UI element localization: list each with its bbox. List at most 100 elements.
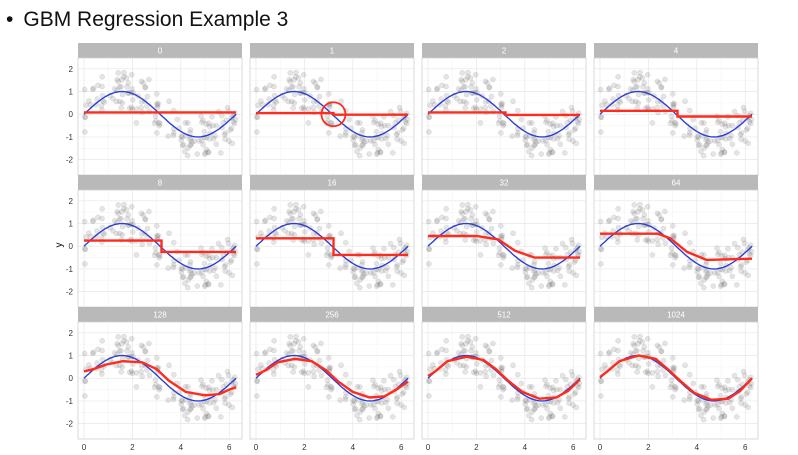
data-point [542, 245, 548, 252]
data-point [300, 335, 307, 342]
data-point [210, 399, 217, 406]
facet-strip-label: 8 [158, 179, 163, 188]
panel-background [421, 321, 587, 440]
data-point [397, 240, 404, 247]
data-point [642, 369, 649, 376]
x-tick-label: 6 [571, 443, 576, 452]
data-point [381, 377, 387, 384]
data-point [553, 386, 560, 393]
data-point [641, 344, 648, 350]
data-point [707, 402, 714, 408]
data-point [722, 400, 729, 406]
data-point [434, 85, 441, 92]
facet-strip-label: 16 [328, 179, 337, 188]
data-point [433, 350, 440, 357]
data-point [634, 347, 640, 354]
data-point [385, 122, 392, 129]
data-point [377, 281, 384, 287]
data-point [550, 123, 557, 130]
x-tick-label: 6 [399, 443, 404, 452]
data-point [660, 93, 667, 100]
data-point [253, 86, 260, 93]
data-point [209, 254, 216, 261]
data-point [357, 145, 364, 151]
data-point [561, 414, 568, 420]
data-point [212, 396, 218, 403]
data-point [667, 252, 674, 259]
data-point [634, 83, 640, 90]
data-point [445, 99, 452, 105]
data-point [672, 252, 679, 259]
data-point [459, 334, 466, 340]
data-point [293, 333, 299, 340]
data-point [179, 142, 186, 149]
data-point [393, 131, 400, 138]
data-point [654, 210, 661, 217]
data-point [738, 136, 744, 142]
data-point [438, 228, 444, 234]
data-point [198, 269, 205, 276]
data-point [372, 273, 378, 280]
data-point [312, 344, 319, 350]
data-point [213, 122, 220, 129]
data-point [737, 131, 744, 138]
data-point [170, 264, 177, 271]
data-point [288, 362, 295, 369]
data-point [133, 252, 140, 258]
data-point [488, 225, 495, 232]
data-point [738, 262, 745, 268]
data-point [705, 139, 711, 145]
data-point [554, 135, 561, 142]
data-point [288, 84, 295, 90]
data-point [206, 255, 213, 262]
data-point [470, 237, 477, 244]
data-point [670, 393, 676, 400]
data-point [187, 127, 194, 133]
data-point [305, 252, 312, 258]
data-point [670, 261, 676, 268]
data-point [695, 274, 702, 281]
data-point [400, 389, 407, 396]
panel-background [249, 189, 415, 308]
data-point [153, 355, 160, 361]
data-point [538, 151, 545, 157]
facet-strip-label: 4 [674, 47, 679, 56]
data-point [210, 135, 217, 142]
data-point [473, 360, 480, 367]
data-point [298, 369, 305, 376]
data-point [288, 98, 295, 105]
data-point [556, 264, 562, 271]
y-tick-label: 2 [69, 197, 74, 206]
data-point [229, 140, 236, 147]
data-point [351, 406, 358, 413]
data-point [671, 100, 677, 107]
data-point [463, 364, 470, 370]
data-point [672, 120, 679, 127]
data-point [144, 103, 150, 109]
data-point [598, 261, 604, 267]
data-point [342, 264, 349, 271]
data-point [465, 69, 471, 76]
data-point [86, 362, 92, 368]
data-point [535, 138, 542, 144]
data-point [670, 129, 676, 136]
data-point [187, 268, 193, 275]
data-point [287, 202, 294, 208]
data-point [554, 399, 561, 406]
data-point [187, 136, 193, 143]
y-tick-label: -2 [66, 288, 74, 297]
panel-background [77, 189, 243, 308]
data-point [351, 274, 358, 281]
data-point [374, 414, 381, 420]
data-point [170, 130, 177, 136]
data-point [305, 120, 312, 126]
data-point [573, 404, 580, 411]
data-point [694, 133, 701, 140]
data-point [468, 215, 474, 222]
data-point [187, 400, 193, 407]
data-point [460, 84, 467, 90]
data-point [576, 116, 583, 123]
data-point [151, 120, 158, 127]
data-point [396, 104, 403, 111]
data-point [156, 386, 162, 393]
